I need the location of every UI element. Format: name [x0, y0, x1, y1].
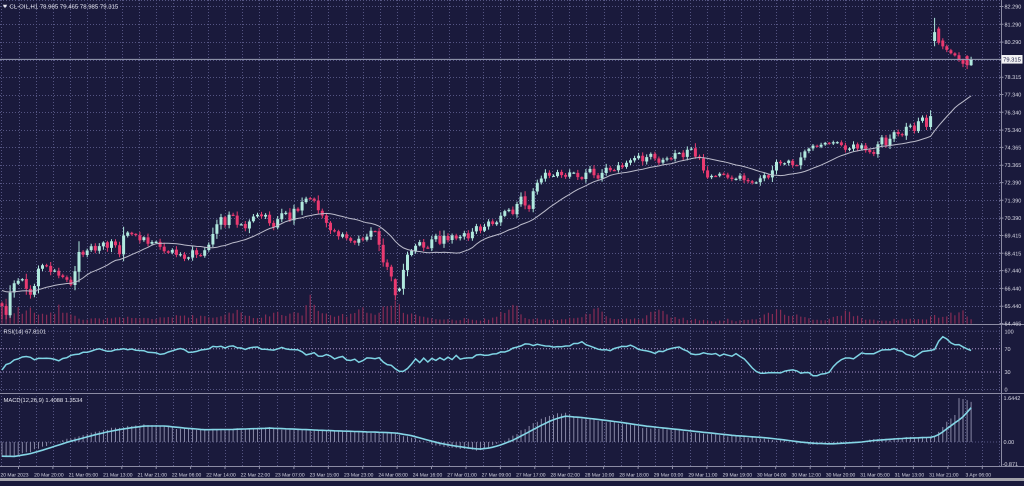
svg-text:81.290: 81.290 — [1005, 22, 1022, 28]
svg-text:100: 100 — [1005, 329, 1014, 335]
svg-text:23 Mar 15:00: 23 Mar 15:00 — [310, 473, 340, 479]
svg-text:70: 70 — [1005, 347, 1011, 353]
svg-text:24 Mar 08:00: 24 Mar 08:00 — [378, 473, 408, 479]
svg-text:CL-OIL,H1 78.985 79.465 78.985: CL-OIL,H1 78.985 79.465 78.985 79.315 — [10, 4, 119, 11]
svg-text:30 Mar 20:00: 30 Mar 20:00 — [826, 473, 856, 479]
svg-text:31 Mar 05:00: 31 Mar 05:00 — [860, 473, 890, 479]
svg-text:78.315: 78.315 — [1005, 75, 1022, 81]
svg-text:31 Mar 21:00: 31 Mar 21:00 — [929, 473, 959, 479]
svg-text:MACD(12,26,9) 1.4088 1.3534: MACD(12,26,9) 1.4088 1.3534 — [4, 397, 84, 404]
svg-text:73.365: 73.365 — [1005, 163, 1022, 169]
svg-text:0.00: 0.00 — [1004, 440, 1015, 446]
svg-text:71.390: 71.390 — [1005, 198, 1022, 204]
svg-text:75.340: 75.340 — [1005, 128, 1022, 134]
svg-text:31 Mar 13:00: 31 Mar 13:00 — [895, 473, 925, 479]
svg-text:28 Mar 18:00: 28 Mar 18:00 — [619, 473, 649, 479]
svg-text:70.390: 70.390 — [1005, 216, 1022, 222]
svg-text:67.440: 67.440 — [1005, 269, 1022, 275]
svg-text:20 Mar 20:00: 20 Mar 20:00 — [34, 473, 64, 479]
svg-text:1.6442: 1.6442 — [1004, 396, 1021, 402]
svg-text:27 Mar 09:00: 27 Mar 09:00 — [482, 473, 512, 479]
svg-text:74.365: 74.365 — [1005, 145, 1022, 151]
svg-text:23 Mar 07:00: 23 Mar 07:00 — [275, 473, 305, 479]
svg-text:30: 30 — [1005, 370, 1011, 376]
svg-text:27 Mar 17:00: 27 Mar 17:00 — [516, 473, 546, 479]
svg-text:69.415: 69.415 — [1005, 234, 1022, 240]
svg-text:21 Mar 21:00: 21 Mar 21:00 — [137, 473, 167, 479]
svg-text:76.340: 76.340 — [1005, 110, 1022, 116]
svg-text:29 Mar 11:00: 29 Mar 11:00 — [688, 473, 717, 479]
svg-text:22 Mar 06:00: 22 Mar 06:00 — [172, 473, 202, 479]
svg-text:29 Mar 19:00: 29 Mar 19:00 — [723, 473, 753, 479]
svg-text:30 Mar 04:00: 30 Mar 04:00 — [757, 473, 787, 479]
svg-text:RSI(14) 67.8101: RSI(14) 67.8101 — [4, 329, 47, 336]
svg-text:28 Mar 02:00: 28 Mar 02:00 — [550, 473, 580, 479]
svg-text:22 Mar 22:00: 22 Mar 22:00 — [241, 473, 271, 479]
svg-text:80.290: 80.290 — [1005, 40, 1022, 46]
svg-text:23 Mar 23:00: 23 Mar 23:00 — [344, 473, 374, 479]
svg-text:30 Mar 12:00: 30 Mar 12:00 — [791, 473, 821, 479]
svg-text:20 Mar 2023: 20 Mar 2023 — [0, 473, 28, 479]
svg-text:29 Mar 03:00: 29 Mar 03:00 — [654, 473, 684, 479]
svg-text:77.340: 77.340 — [1005, 93, 1022, 99]
svg-text:68.415: 68.415 — [1005, 251, 1022, 257]
svg-text:21 Mar 13:00: 21 Mar 13:00 — [103, 473, 133, 479]
svg-text:27 Mar 01:00: 27 Mar 01:00 — [447, 473, 477, 479]
svg-text:66.440: 66.440 — [1005, 286, 1022, 292]
svg-text:79.315: 79.315 — [1003, 57, 1021, 64]
svg-text:65.440: 65.440 — [1005, 304, 1022, 310]
svg-text:0: 0 — [1005, 388, 1008, 394]
svg-text:72.390: 72.390 — [1005, 181, 1022, 187]
svg-text:22 Mar 14:00: 22 Mar 14:00 — [206, 473, 236, 479]
svg-text:82.290: 82.290 — [1005, 5, 1022, 11]
svg-text:24 Mar 16:00: 24 Mar 16:00 — [413, 473, 443, 479]
svg-text:-0.871: -0.871 — [1003, 462, 1019, 468]
svg-text:3 Apr 06:00: 3 Apr 06:00 — [966, 473, 992, 479]
svg-text:28 Mar 10:00: 28 Mar 10:00 — [585, 473, 615, 479]
svg-text:21 Mar 05:00: 21 Mar 05:00 — [69, 473, 99, 479]
svg-text:64.465: 64.465 — [1005, 322, 1022, 328]
